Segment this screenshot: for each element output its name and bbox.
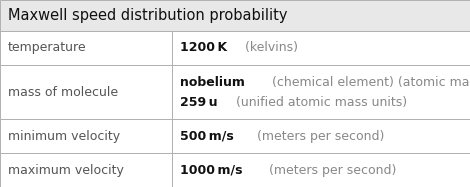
Text: (meters per second): (meters per second) — [250, 130, 385, 143]
Text: 500 m/s: 500 m/s — [180, 130, 233, 143]
Text: 259 u: 259 u — [180, 96, 217, 109]
Bar — [172, 153, 470, 187]
Text: mass of molecule: mass of molecule — [8, 85, 118, 99]
Bar — [0, 31, 172, 65]
Text: (chemical element) (atomic mass):: (chemical element) (atomic mass): — [264, 76, 470, 89]
Bar — [172, 31, 470, 65]
Text: minimum velocity: minimum velocity — [8, 130, 120, 143]
Bar — [0, 65, 172, 119]
Bar — [0, 119, 172, 153]
Text: Maxwell speed distribution probability: Maxwell speed distribution probability — [8, 8, 288, 23]
Text: (kelvins): (kelvins) — [241, 41, 298, 54]
Text: maximum velocity: maximum velocity — [8, 164, 124, 177]
Text: 1000 m/s: 1000 m/s — [180, 164, 242, 177]
Bar — [0, 0, 470, 31]
Text: 1200 K: 1200 K — [180, 41, 227, 54]
Bar — [172, 65, 470, 119]
Text: nobelium: nobelium — [180, 76, 244, 89]
Bar — [172, 119, 470, 153]
Text: (meters per second): (meters per second) — [261, 164, 396, 177]
Bar — [0, 153, 172, 187]
Text: (unified atomic mass units): (unified atomic mass units) — [228, 96, 407, 109]
Text: temperature: temperature — [8, 41, 86, 54]
